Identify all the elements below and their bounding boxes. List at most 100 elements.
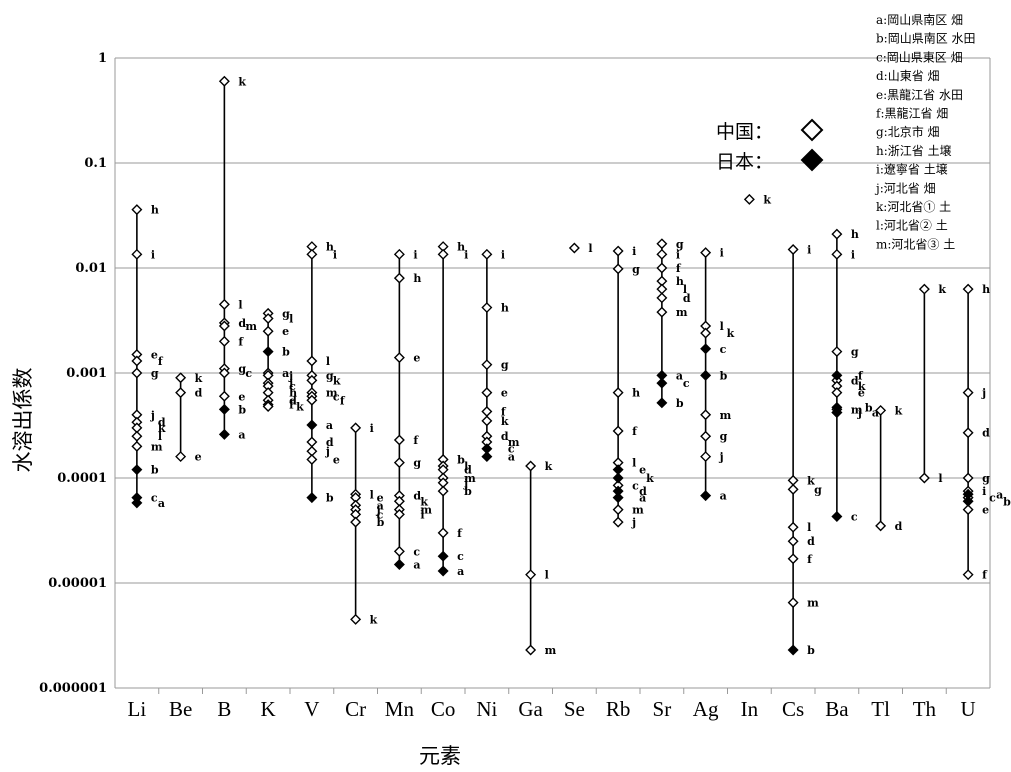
point-label: c (151, 492, 158, 505)
site-key-legend: a:岡山県南区 畑 b:岡山県南区 水田 c:岡山県東区 畑 d:山東省 畑 e:黒龍江… (874, 12, 976, 251)
x-axis-title: 元素 (419, 744, 461, 768)
point-label: l (158, 430, 162, 443)
point-label: e (413, 352, 420, 365)
x-tick-label: Mn (385, 697, 415, 721)
china-point (962, 387, 974, 399)
china-point (393, 508, 405, 520)
site-key-entry: m:河北省③ 土 (876, 237, 955, 251)
point-label: h (413, 272, 421, 285)
point-label: d (413, 490, 421, 503)
point-label: a (676, 369, 683, 382)
point-label: e (282, 325, 289, 338)
point-label: a (377, 499, 384, 512)
point-label: c (333, 390, 340, 403)
point-label: d (639, 485, 647, 498)
japan-point (393, 559, 405, 571)
point-label: j (857, 407, 862, 420)
china-point (218, 298, 230, 310)
china-point (700, 451, 712, 463)
point-label: m (245, 320, 257, 333)
point-label: m (851, 403, 863, 416)
point-label: k (501, 415, 509, 428)
point-label: i (807, 244, 811, 257)
china-point (568, 242, 580, 254)
site-key-entry: d:山東省 畑 (876, 69, 940, 83)
china-point (918, 472, 930, 484)
point-label: i (632, 245, 636, 258)
point-label: b (865, 401, 873, 414)
china-point (787, 474, 799, 486)
x-tick-label: Co (431, 697, 456, 721)
point-label: m (464, 472, 476, 485)
point-label: l (807, 521, 811, 534)
point-label: k (545, 460, 553, 473)
china-point (350, 422, 362, 434)
site-key-entry: j:河北省 畑 (874, 181, 936, 195)
japan-point (218, 428, 230, 440)
china-point (393, 272, 405, 284)
point-label: b (1003, 495, 1011, 508)
china-point (131, 355, 143, 367)
japan-point (700, 369, 712, 381)
china-point (350, 613, 362, 625)
china-point (525, 460, 537, 472)
point-label: e (501, 387, 508, 400)
china-point (306, 454, 318, 466)
china-point (831, 248, 843, 260)
japan-point (306, 419, 318, 431)
china-point (787, 483, 799, 495)
point-label: b (464, 485, 472, 498)
china-point (350, 516, 362, 528)
point-label: k (646, 472, 654, 485)
point-label: l (588, 242, 592, 255)
point-label: c (683, 377, 690, 390)
point-label: a (326, 419, 333, 432)
china-point (612, 245, 624, 257)
point-label: k (238, 75, 246, 88)
point-label: l (370, 488, 374, 501)
china-point (131, 367, 143, 379)
point-label: g (814, 483, 822, 496)
china-point (393, 248, 405, 260)
china-point (481, 248, 493, 260)
point-label: i (676, 248, 680, 261)
point-label: i (982, 485, 986, 498)
x-tick-label: U (961, 697, 976, 721)
point-label: l (420, 508, 424, 521)
china-point (437, 248, 449, 260)
china-point (962, 472, 974, 484)
x-tick-label: V (304, 697, 319, 721)
point-label: g (238, 363, 246, 376)
china-point (656, 262, 668, 274)
japan-point (131, 464, 143, 476)
grid-lines (114, 57, 991, 694)
japan-point (700, 490, 712, 502)
point-label: b (457, 454, 465, 467)
japan-point (612, 472, 624, 484)
point-label: i (720, 247, 724, 260)
point-label: f (289, 399, 295, 412)
china-point (481, 405, 493, 417)
china-point (393, 352, 405, 364)
point-label: m (807, 597, 819, 610)
point-label: i (501, 248, 505, 261)
legend-label: 中国： (716, 121, 773, 143)
point-label: h (851, 228, 859, 241)
point-label: c (851, 510, 858, 523)
point-label: g (282, 307, 290, 320)
point-label: g (151, 367, 159, 380)
china-point (656, 283, 668, 295)
china-point (131, 440, 143, 452)
china-point (787, 535, 799, 547)
point-label: b (676, 397, 684, 410)
japan-point (306, 492, 318, 504)
japan-point (700, 343, 712, 355)
point-label: f (676, 262, 682, 275)
point-label: l (683, 283, 687, 296)
x-tick-label: Se (564, 697, 585, 721)
point-label: g (501, 359, 509, 372)
y-tick-label: 0.1 (84, 156, 107, 171)
point-label: l (238, 298, 242, 311)
point-label: f (158, 355, 164, 368)
